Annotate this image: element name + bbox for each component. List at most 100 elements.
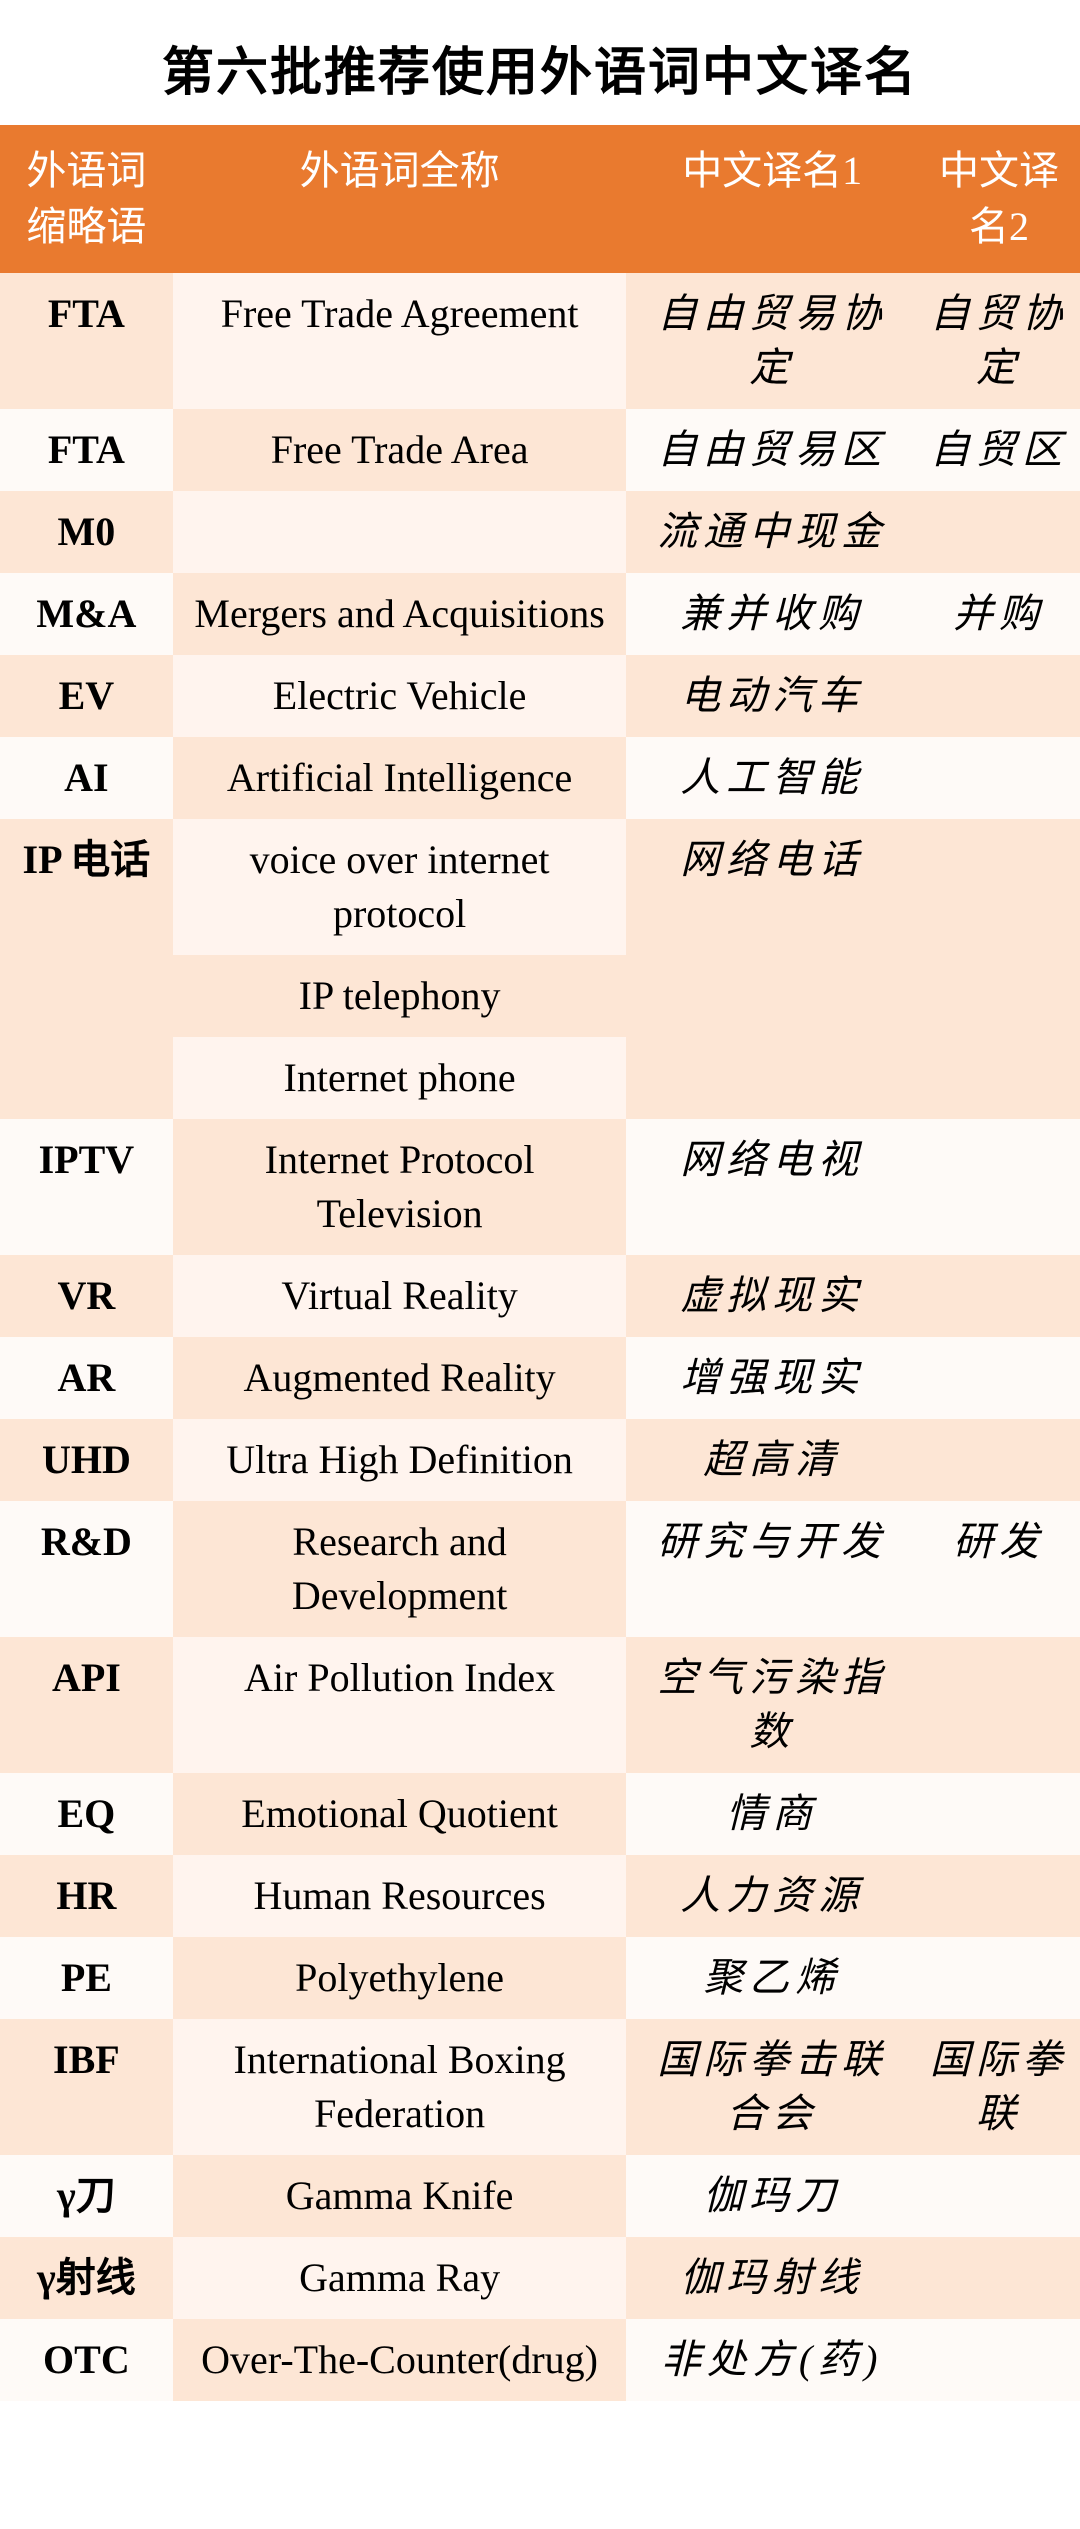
cell-cn1: 网络电话	[626, 819, 918, 1119]
table-row: FTAFree Trade Area自由贸易区自贸区	[0, 409, 1080, 491]
col-header-abbr: 外语词缩略语	[0, 125, 173, 273]
document-container: 第六批推荐使用外语词中文译名 外语词缩略语 外语词全称 中文译名1 中文译名2 …	[0, 0, 1080, 2401]
col-header-full: 外语词全称	[173, 125, 627, 273]
cell-abbr: PE	[0, 1937, 173, 2019]
cell-abbr: EV	[0, 655, 173, 737]
cell-cn1: 伽玛射线	[626, 2237, 918, 2319]
table-row: IP 电话voice over internet protocol网络电话	[0, 819, 1080, 955]
cell-cn2	[918, 1855, 1080, 1937]
table-header-row: 外语词缩略语 外语词全称 中文译名1 中文译名2	[0, 125, 1080, 273]
cell-full: Research and Development	[173, 1501, 627, 1637]
table-row: IPTVInternet Protocol Television网络电视	[0, 1119, 1080, 1255]
cell-cn2	[918, 1337, 1080, 1419]
cell-cn1: 研究与开发	[626, 1501, 918, 1637]
cell-cn1: 空气污染指数	[626, 1637, 918, 1773]
cell-cn2: 自贸区	[918, 409, 1080, 491]
cell-cn1: 流通中现金	[626, 491, 918, 573]
cell-cn2	[918, 2155, 1080, 2237]
cell-cn1: 国际拳击联合会	[626, 2019, 918, 2155]
cell-cn1: 虚拟现实	[626, 1255, 918, 1337]
cell-cn2: 研发	[918, 1501, 1080, 1637]
cell-abbr: IPTV	[0, 1119, 173, 1255]
table-body: FTAFree Trade Agreement自由贸易协定自贸协定FTAFree…	[0, 273, 1080, 2401]
cell-cn2	[918, 1937, 1080, 2019]
table-row: EVElectric Vehicle电动汽车	[0, 655, 1080, 737]
table-row: UHDUltra High Definition超高清	[0, 1419, 1080, 1501]
cell-cn2: 并购	[918, 573, 1080, 655]
cell-full: Artificial Intelligence	[173, 737, 627, 819]
cell-abbr: γ刀	[0, 2155, 173, 2237]
cell-full: Free Trade Area	[173, 409, 627, 491]
cell-abbr: VR	[0, 1255, 173, 1337]
cell-abbr: UHD	[0, 1419, 173, 1501]
cell-abbr: IBF	[0, 2019, 173, 2155]
cell-cn2: 国际拳联	[918, 2019, 1080, 2155]
table-row: M&AMergers and Acquisitions兼并收购并购	[0, 573, 1080, 655]
cell-abbr: FTA	[0, 409, 173, 491]
cell-abbr: AR	[0, 1337, 173, 1419]
table-row: PEPolyethylene聚乙烯	[0, 1937, 1080, 2019]
cell-abbr: R&D	[0, 1501, 173, 1637]
cell-cn1: 人力资源	[626, 1855, 918, 1937]
table-row: IBFInternational Boxing Federation国际拳击联合…	[0, 2019, 1080, 2155]
cell-full: Internet phone	[173, 1037, 627, 1119]
cell-cn2	[918, 2319, 1080, 2401]
cell-full: Over-The-Counter(drug)	[173, 2319, 627, 2401]
cell-cn2	[918, 1773, 1080, 1855]
cell-cn2	[918, 491, 1080, 573]
table-row: M0 流通中现金	[0, 491, 1080, 573]
cell-cn1: 自由贸易协定	[626, 273, 918, 409]
cell-cn1: 电动汽车	[626, 655, 918, 737]
table-row: AIArtificial Intelligence人工智能	[0, 737, 1080, 819]
cell-cn2	[918, 2237, 1080, 2319]
cell-full	[173, 491, 627, 573]
cell-abbr: OTC	[0, 2319, 173, 2401]
cell-cn2	[918, 737, 1080, 819]
cell-cn2	[918, 1637, 1080, 1773]
table-row: OTCOver-The-Counter(drug)非处方(药)	[0, 2319, 1080, 2401]
table-row: VRVirtual Reality虚拟现实	[0, 1255, 1080, 1337]
cell-cn1: 超高清	[626, 1419, 918, 1501]
cell-full: Gamma Knife	[173, 2155, 627, 2237]
cell-cn2	[918, 1419, 1080, 1501]
cell-full: Gamma Ray	[173, 2237, 627, 2319]
cell-abbr: γ射线	[0, 2237, 173, 2319]
cell-full: Polyethylene	[173, 1937, 627, 2019]
col-header-cn2: 中文译名2	[918, 125, 1080, 273]
table-row: FTAFree Trade Agreement自由贸易协定自贸协定	[0, 273, 1080, 409]
col-header-cn1: 中文译名1	[626, 125, 918, 273]
translation-table: 外语词缩略语 外语词全称 中文译名1 中文译名2 FTAFree Trade A…	[0, 125, 1080, 2401]
cell-full: voice over internet protocol	[173, 819, 627, 955]
cell-cn2: 自贸协定	[918, 273, 1080, 409]
table-row: γ刀Gamma Knife伽玛刀	[0, 2155, 1080, 2237]
table-row: HRHuman Resources人力资源	[0, 1855, 1080, 1937]
cell-cn1: 兼并收购	[626, 573, 918, 655]
page-title: 第六批推荐使用外语词中文译名	[0, 0, 1080, 125]
cell-cn2	[918, 1255, 1080, 1337]
table-row: EQEmotional Quotient情商	[0, 1773, 1080, 1855]
cell-full: Human Resources	[173, 1855, 627, 1937]
table-row: ARAugmented Reality增强现实	[0, 1337, 1080, 1419]
cell-cn1: 自由贸易区	[626, 409, 918, 491]
cell-cn1: 网络电视	[626, 1119, 918, 1255]
cell-abbr: M0	[0, 491, 173, 573]
cell-abbr: API	[0, 1637, 173, 1773]
cell-cn1: 情商	[626, 1773, 918, 1855]
cell-full: International Boxing Federation	[173, 2019, 627, 2155]
cell-abbr: HR	[0, 1855, 173, 1937]
cell-cn1: 聚乙烯	[626, 1937, 918, 2019]
cell-cn1: 伽玛刀	[626, 2155, 918, 2237]
cell-full: Air Pollution Index	[173, 1637, 627, 1773]
cell-full: Virtual Reality	[173, 1255, 627, 1337]
cell-full: Electric Vehicle	[173, 655, 627, 737]
cell-abbr: FTA	[0, 273, 173, 409]
cell-abbr: AI	[0, 737, 173, 819]
cell-cn2	[918, 1119, 1080, 1255]
table-row: APIAir Pollution Index空气污染指数	[0, 1637, 1080, 1773]
cell-abbr: EQ	[0, 1773, 173, 1855]
cell-cn1: 非处方(药)	[626, 2319, 918, 2401]
cell-cn1: 人工智能	[626, 737, 918, 819]
cell-full: IP telephony	[173, 955, 627, 1037]
table-row: R&DResearch and Development研究与开发研发	[0, 1501, 1080, 1637]
cell-abbr: M&A	[0, 573, 173, 655]
